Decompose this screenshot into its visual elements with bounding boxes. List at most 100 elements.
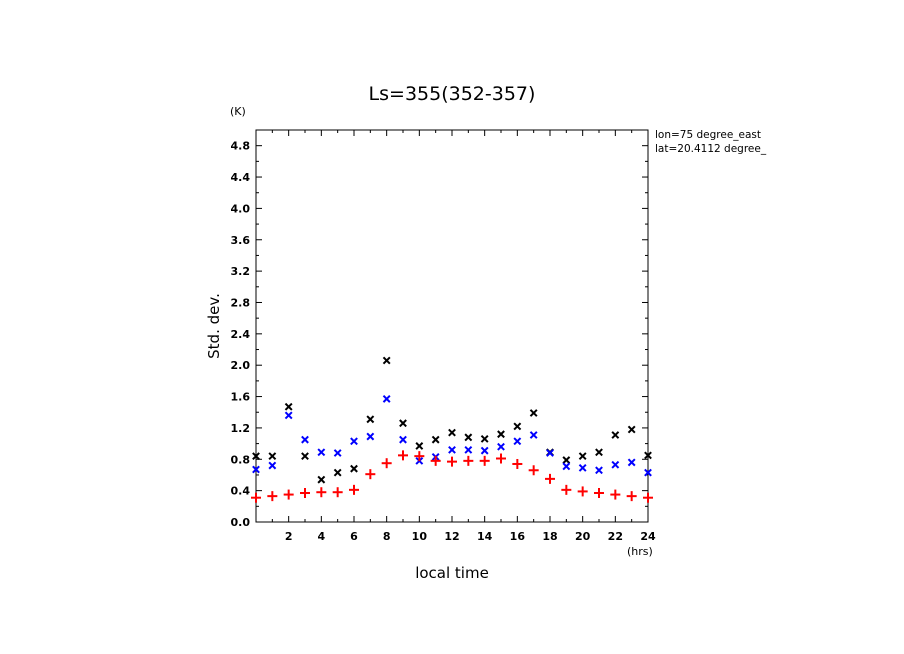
data-point (561, 484, 572, 495)
data-point (251, 492, 261, 503)
x-axis-label: local time (415, 564, 489, 582)
x-mark (546, 449, 554, 457)
data-point (284, 402, 293, 411)
x-tick-label: 12 (444, 530, 459, 543)
data-point (464, 433, 473, 442)
x-mark (529, 409, 538, 417)
data-point (414, 451, 425, 462)
x-mark (529, 431, 538, 439)
data-point (317, 475, 326, 484)
x-mark (497, 442, 505, 451)
data-point (463, 455, 474, 466)
x-mark (464, 433, 473, 442)
x-mark (252, 465, 260, 474)
data-point (626, 491, 637, 502)
x-tick-label: 20 (575, 530, 591, 543)
y-tick-label: 0.4 (231, 485, 251, 498)
x-mark (497, 430, 505, 439)
data-point (381, 458, 392, 469)
data-point (283, 489, 294, 500)
data-point (643, 492, 653, 503)
data-point (252, 452, 260, 461)
data-point (447, 456, 457, 467)
y-tick-label: 2.4 (231, 328, 251, 341)
data-point (332, 487, 343, 498)
x-mark (627, 425, 636, 434)
x-mark (350, 464, 358, 473)
x-mark (644, 468, 652, 477)
data-point (464, 445, 473, 454)
y-tick-label: 0.0 (231, 516, 251, 529)
x-mark (301, 452, 309, 461)
axes: 0.0 0.4 0.8 1.2 1.6 2.0 2.4 2.8 3.2 3.6 4.0 4.4 4.8 2… (231, 129, 656, 543)
data-point (284, 411, 293, 420)
x-mark (350, 437, 358, 446)
x-mark (268, 461, 277, 470)
data-point (578, 452, 587, 461)
data-point (578, 463, 587, 472)
data-point (317, 448, 326, 457)
y-tick-label: 4.4 (231, 171, 251, 184)
data-point (268, 452, 277, 461)
data-point (528, 465, 539, 476)
annotation-lon: lon=75 degree_east (655, 129, 761, 141)
x-mark (562, 456, 571, 464)
x-mark (464, 445, 473, 454)
data-point (627, 425, 636, 434)
y-tick-label: 2.0 (231, 359, 251, 372)
data-point (529, 431, 538, 439)
data-point (513, 437, 522, 446)
data-point (252, 465, 260, 474)
x-mark (595, 466, 603, 475)
x-mark (333, 449, 342, 457)
data-point (268, 461, 277, 470)
x-mark (382, 356, 391, 365)
x-mark (448, 428, 456, 437)
y-tick-label: 1.2 (231, 422, 251, 435)
x-mark (431, 435, 440, 444)
x-tick-label: 2 (285, 530, 293, 543)
data-point (480, 434, 489, 443)
data-point (267, 491, 278, 502)
x-mark (480, 434, 489, 443)
x-mark (366, 415, 375, 424)
y-tick-label: 3.2 (231, 265, 251, 278)
x-mark (448, 445, 456, 454)
data-point (611, 431, 620, 439)
y-tick-label: 3.6 (231, 234, 251, 247)
x-tick-label: 22 (608, 530, 623, 543)
data-point (610, 489, 621, 500)
data-point (300, 487, 310, 498)
x-mark (513, 437, 522, 446)
x-tick-label: 4 (318, 530, 326, 543)
y-tick-label: 1.6 (231, 391, 251, 404)
x-mark (366, 432, 375, 441)
data-point (496, 453, 506, 464)
x-tick-label: 14 (477, 530, 493, 543)
x-mark (595, 448, 603, 457)
data-marks (251, 356, 653, 503)
x-mark (627, 458, 636, 467)
data-point (333, 468, 342, 477)
data-point (480, 446, 489, 455)
data-point (448, 445, 456, 454)
y-tick-label: 2.8 (231, 296, 251, 309)
x-tick-label: 10 (412, 530, 428, 543)
x-mark (317, 448, 326, 457)
data-point (382, 395, 391, 403)
data-point (595, 448, 603, 457)
data-point (497, 430, 505, 439)
x-mark (415, 442, 424, 450)
data-point (301, 435, 309, 444)
x-mark (513, 422, 522, 431)
data-point (366, 415, 375, 424)
annotation-lat: lat=20.4112 degree_ (655, 143, 767, 155)
data-point (399, 435, 407, 444)
x-tick-label: 18 (542, 530, 557, 543)
data-point (448, 428, 456, 437)
data-point (415, 442, 424, 450)
data-point (350, 437, 358, 446)
data-point (577, 486, 588, 497)
y-tick-label: 4.0 (231, 202, 251, 215)
